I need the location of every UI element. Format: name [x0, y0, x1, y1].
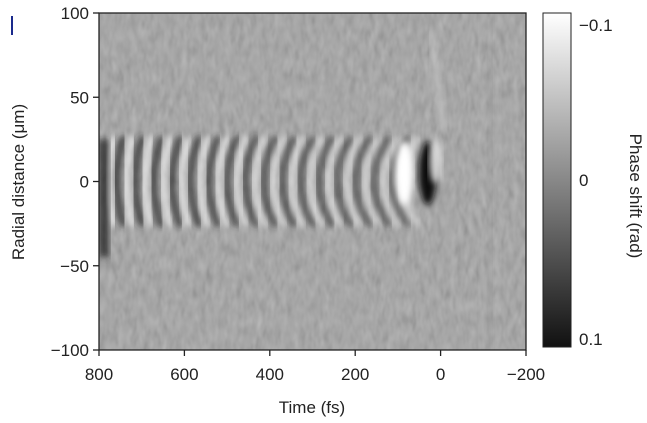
wake-dark-band [260, 135, 279, 228]
pulse-bright-edge [395, 141, 414, 206]
upper-streak [430, 29, 447, 132]
wake-dark-band [205, 135, 222, 228]
wake-bright-band [214, 135, 231, 228]
y-tick-label: 0 [80, 173, 89, 192]
y-tick-label: 100 [61, 4, 89, 23]
pulse-layer [395, 13, 502, 350]
wake-bright-band [379, 135, 402, 228]
wake-dark-band [186, 135, 203, 228]
colorbar-tick-label: 0.1 [579, 330, 603, 349]
y-tick-label: −100 [51, 341, 89, 360]
wake-bright-band [250, 135, 269, 228]
colorbar-label: Phase shift (rad) [626, 134, 645, 259]
wake-bright-band [306, 135, 326, 228]
wake-dark-band [315, 135, 336, 228]
wake-dark-band [278, 135, 298, 228]
wake-dark-band [333, 135, 355, 228]
trailing-fringe [486, 13, 494, 350]
wake-dark-band [113, 135, 127, 228]
wake-dark-band [223, 135, 241, 228]
wake-bright-band [195, 135, 212, 228]
wake-bright-band [269, 135, 288, 228]
side-mark [11, 16, 13, 35]
y-tick-label: −50 [60, 257, 89, 276]
trailing-fringe [494, 13, 502, 350]
wake-dark-band [168, 135, 184, 228]
wake-dark-band [296, 135, 317, 228]
wake-bright-band [122, 135, 137, 228]
y-axis: 100 50 0 −50 −100 [51, 4, 99, 360]
wake-dark-band [241, 135, 260, 228]
pulse-trailing-highlight [429, 139, 442, 184]
x-tick-label: 400 [256, 365, 284, 384]
y-tick-label: 50 [70, 88, 89, 107]
x-axis-label: Time (fs) [279, 398, 345, 417]
x-tick-label: 200 [341, 365, 369, 384]
trailing-fringe [477, 13, 485, 350]
wake-bright-band [342, 135, 364, 228]
x-tick-label: 800 [85, 365, 113, 384]
colorbar-tick-label: −0.1 [579, 16, 613, 35]
x-tick-label: −200 [507, 365, 545, 384]
wake-bright-band [159, 135, 174, 228]
wake-bright-band [177, 135, 193, 228]
wake-layer [99, 135, 421, 258]
wake-bright-band [361, 135, 383, 228]
wake-dark-band [370, 135, 393, 228]
heatmap-area [99, 13, 526, 350]
wake-dark-band [149, 135, 165, 228]
x-tick-label: 0 [436, 365, 445, 384]
colorbar [542, 12, 572, 348]
colorbar-ticks: −0.1 0 0.1 [579, 16, 613, 349]
left-edge-dark-band [99, 139, 109, 258]
wake-bright-band [287, 135, 307, 228]
wake-dark-band [131, 135, 146, 228]
wake-bright-band [324, 135, 345, 228]
wake-dark-band [351, 135, 374, 228]
x-axis: 800 600 400 200 0 −200 [85, 350, 545, 384]
wake-bright-band [140, 135, 155, 228]
y-axis-label: Radial distance (μm) [9, 104, 28, 260]
wake-bright-band [232, 135, 250, 228]
x-tick-label: 600 [170, 365, 198, 384]
colorbar-tick-label: 0 [579, 171, 588, 190]
